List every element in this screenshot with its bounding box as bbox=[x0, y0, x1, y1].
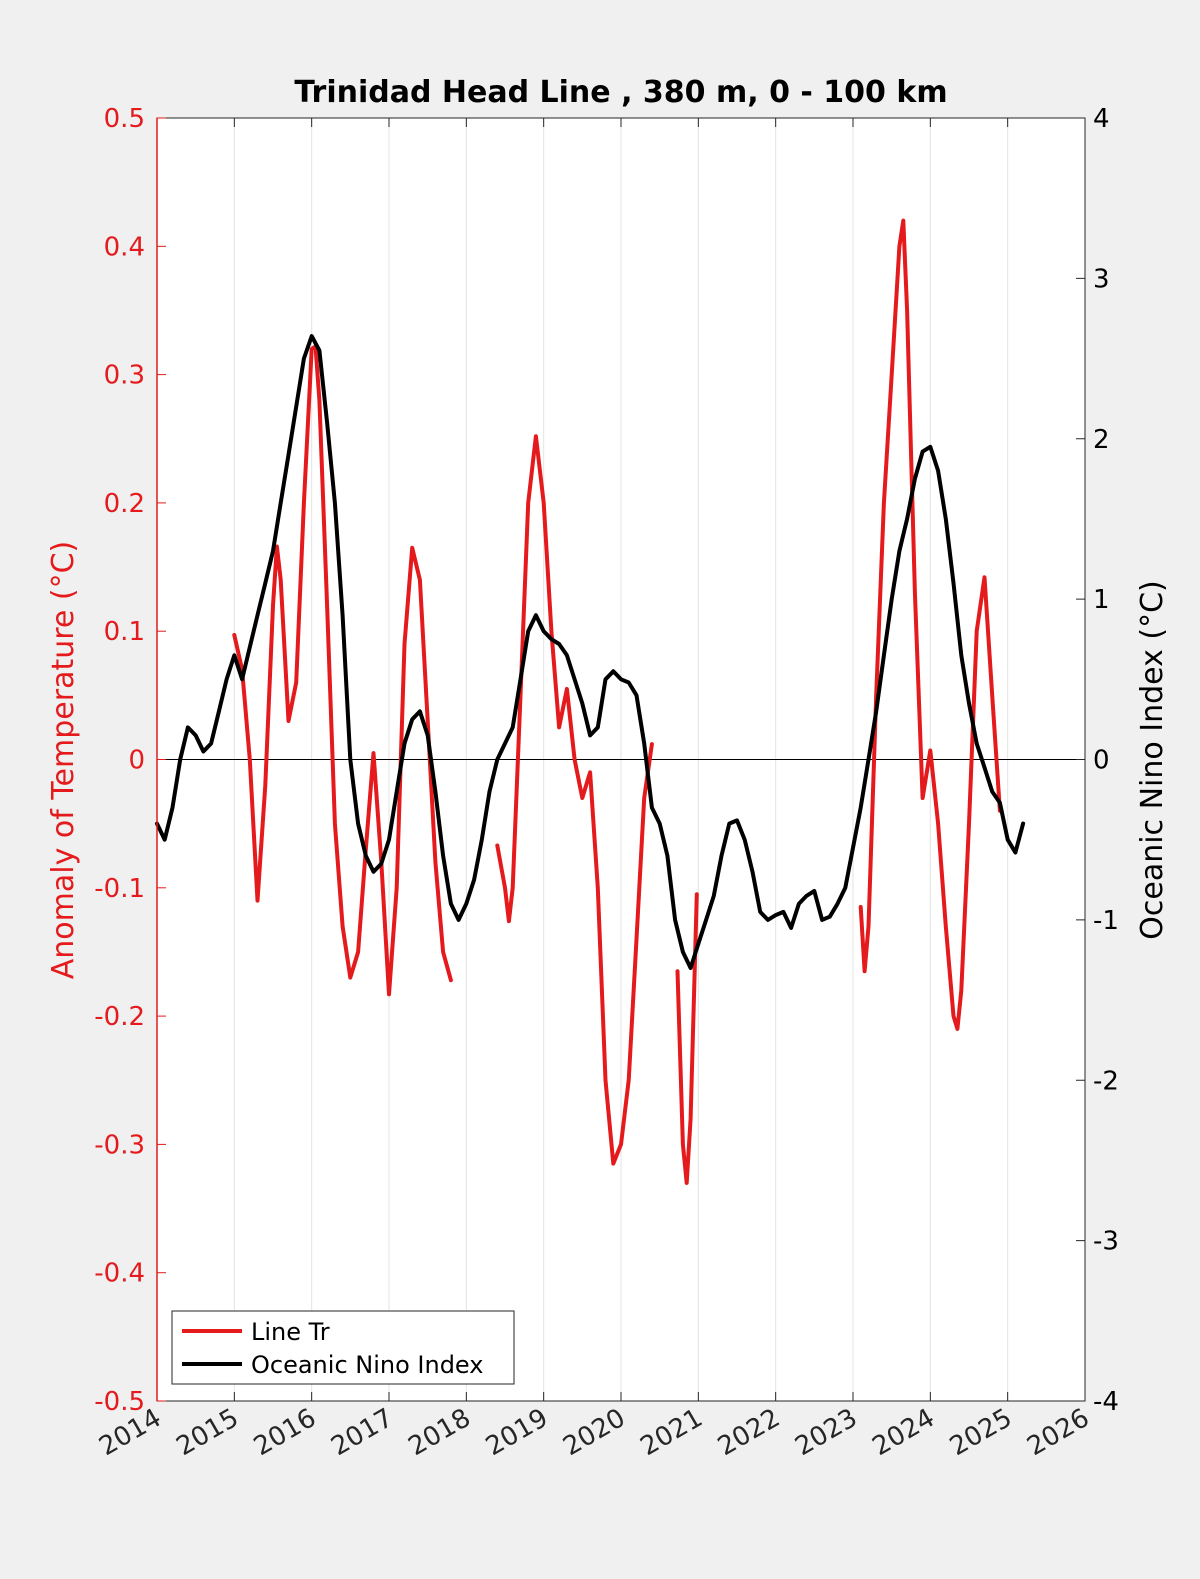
y-left-tick-label: -0.5 bbox=[94, 1387, 145, 1417]
chart-title: Trinidad Head Line , 380 m, 0 - 100 km bbox=[294, 75, 947, 110]
x-tick-label: 2020 bbox=[558, 1403, 630, 1462]
y-axis-label-right: Oceanic Nino Index (°C) bbox=[1135, 580, 1170, 940]
y-right-tick-label: 4 bbox=[1093, 104, 1110, 134]
y-left-tick-label: -0.3 bbox=[94, 1130, 145, 1160]
y-left-tick-label: 0 bbox=[128, 746, 145, 776]
y-right-tick-label: 3 bbox=[1093, 264, 1110, 294]
y-left-tick-label: 0.5 bbox=[104, 104, 145, 134]
line-tr-series-segment bbox=[495, 434, 654, 1166]
y-left-tick-label: 0.2 bbox=[104, 489, 145, 519]
y-right-tick-label: -2 bbox=[1093, 1066, 1119, 1096]
y-left-tick-label: 0.1 bbox=[104, 617, 145, 647]
y-right-tick-label: -3 bbox=[1093, 1227, 1119, 1257]
y-axis-label-left: Anomaly of Temperature (°C) bbox=[46, 541, 81, 980]
legend-box bbox=[171, 1310, 515, 1385]
x-tick-label: 2024 bbox=[868, 1403, 940, 1462]
oni-series-segment bbox=[155, 334, 1026, 970]
y-left-tick-label: 0.4 bbox=[104, 232, 145, 262]
legend-label-line-tr: Line Tr bbox=[251, 1318, 330, 1346]
series-layer bbox=[155, 218, 1026, 1185]
y-right-tick-label: -4 bbox=[1093, 1387, 1119, 1417]
x-tick-label: 2022 bbox=[713, 1403, 785, 1462]
line-tr-series-segment bbox=[675, 892, 699, 1185]
y-left-tick-label: -0.4 bbox=[94, 1259, 145, 1289]
x-tick-label: 2015 bbox=[172, 1403, 244, 1462]
y-right-tick-label: 2 bbox=[1093, 425, 1110, 455]
x-tick-label: 2016 bbox=[249, 1403, 321, 1462]
legend: Line Tr Oceanic Nino Index bbox=[171, 1310, 515, 1385]
x-tick-label: 2025 bbox=[945, 1403, 1017, 1462]
line-tr-series-segment bbox=[232, 344, 453, 997]
x-tick-label: 2018 bbox=[404, 1403, 476, 1462]
x-tick-label: 2026 bbox=[1022, 1403, 1094, 1462]
y-right-tick-label: -1 bbox=[1093, 906, 1119, 936]
x-tick-label: 2021 bbox=[636, 1403, 708, 1462]
y-left-tick-label: 0.3 bbox=[104, 361, 145, 391]
y-right-tick-label: 1 bbox=[1093, 585, 1110, 615]
x-tick-label: 2017 bbox=[326, 1403, 398, 1462]
x-tick-label: 2019 bbox=[481, 1403, 553, 1462]
y-right-tick-label: 0 bbox=[1093, 746, 1110, 776]
y-left-tick-label: -0.2 bbox=[94, 1002, 145, 1032]
y-left-tick-label: -0.1 bbox=[94, 874, 145, 904]
x-tick-label: 2023 bbox=[790, 1403, 862, 1462]
legend-label-oni: Oceanic Nino Index bbox=[251, 1351, 483, 1379]
